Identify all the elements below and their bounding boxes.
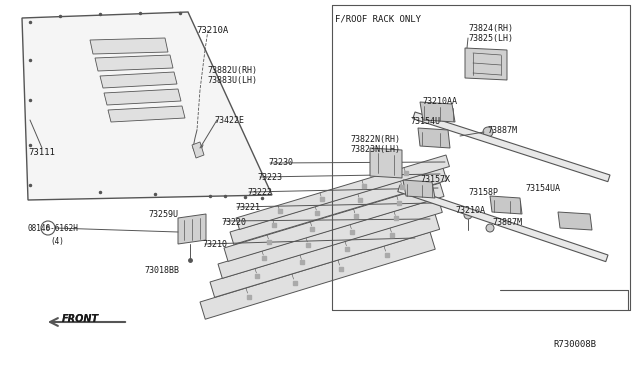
Text: 73157X: 73157X [420, 175, 450, 184]
Polygon shape [210, 214, 440, 297]
Text: 73210AA: 73210AA [422, 97, 457, 106]
Text: 73158P: 73158P [468, 188, 498, 197]
Text: 73111: 73111 [28, 148, 55, 157]
Polygon shape [178, 214, 206, 244]
Text: F/ROOF RACK ONLY: F/ROOF RACK ONLY [335, 14, 421, 23]
Polygon shape [192, 142, 204, 158]
Circle shape [464, 211, 472, 219]
Polygon shape [370, 148, 402, 178]
Polygon shape [420, 102, 455, 122]
Text: 73154UA: 73154UA [525, 184, 560, 193]
Text: B: B [45, 225, 51, 231]
Text: 73230: 73230 [268, 158, 293, 167]
Polygon shape [100, 72, 177, 88]
Text: 73882U(RH): 73882U(RH) [207, 66, 257, 75]
Polygon shape [108, 106, 185, 122]
Polygon shape [90, 38, 168, 54]
Polygon shape [224, 183, 444, 262]
Polygon shape [104, 89, 181, 105]
Text: 73210A: 73210A [455, 206, 485, 215]
Text: FRONT: FRONT [62, 314, 99, 324]
Text: 73220: 73220 [221, 218, 246, 227]
Text: (4): (4) [50, 237, 64, 246]
Polygon shape [218, 198, 442, 278]
Polygon shape [490, 196, 522, 214]
Text: 73887M: 73887M [492, 218, 522, 227]
Text: 73823N(LH): 73823N(LH) [350, 145, 400, 154]
Polygon shape [22, 12, 272, 200]
Text: 73825(LH): 73825(LH) [468, 34, 513, 43]
Text: R730008B: R730008B [553, 340, 596, 349]
Text: 73222: 73222 [247, 188, 272, 197]
Polygon shape [418, 128, 450, 148]
Text: 73883U(LH): 73883U(LH) [207, 76, 257, 85]
Circle shape [486, 224, 494, 232]
Text: 73824(RH): 73824(RH) [468, 24, 513, 33]
Polygon shape [403, 180, 435, 198]
Polygon shape [200, 232, 435, 319]
Polygon shape [236, 155, 449, 230]
Polygon shape [413, 112, 610, 182]
Text: 73422E: 73422E [214, 116, 244, 125]
Polygon shape [95, 55, 173, 71]
Text: 73210A: 73210A [196, 26, 228, 35]
Text: 73154U: 73154U [410, 117, 440, 126]
Polygon shape [230, 168, 447, 244]
Polygon shape [558, 212, 592, 230]
Text: 73822N(RH): 73822N(RH) [350, 135, 400, 144]
Circle shape [483, 127, 493, 137]
Text: 73018BB: 73018BB [144, 266, 179, 275]
Text: FRONT: FRONT [62, 314, 99, 324]
Text: 73223: 73223 [257, 173, 282, 182]
Text: 73221: 73221 [235, 203, 260, 212]
Text: 08146-6162H: 08146-6162H [28, 224, 79, 233]
Text: 73259U: 73259U [148, 210, 178, 219]
Polygon shape [398, 185, 608, 262]
Polygon shape [465, 48, 507, 80]
Text: 73210: 73210 [202, 240, 227, 249]
Text: 73887M: 73887M [487, 126, 517, 135]
